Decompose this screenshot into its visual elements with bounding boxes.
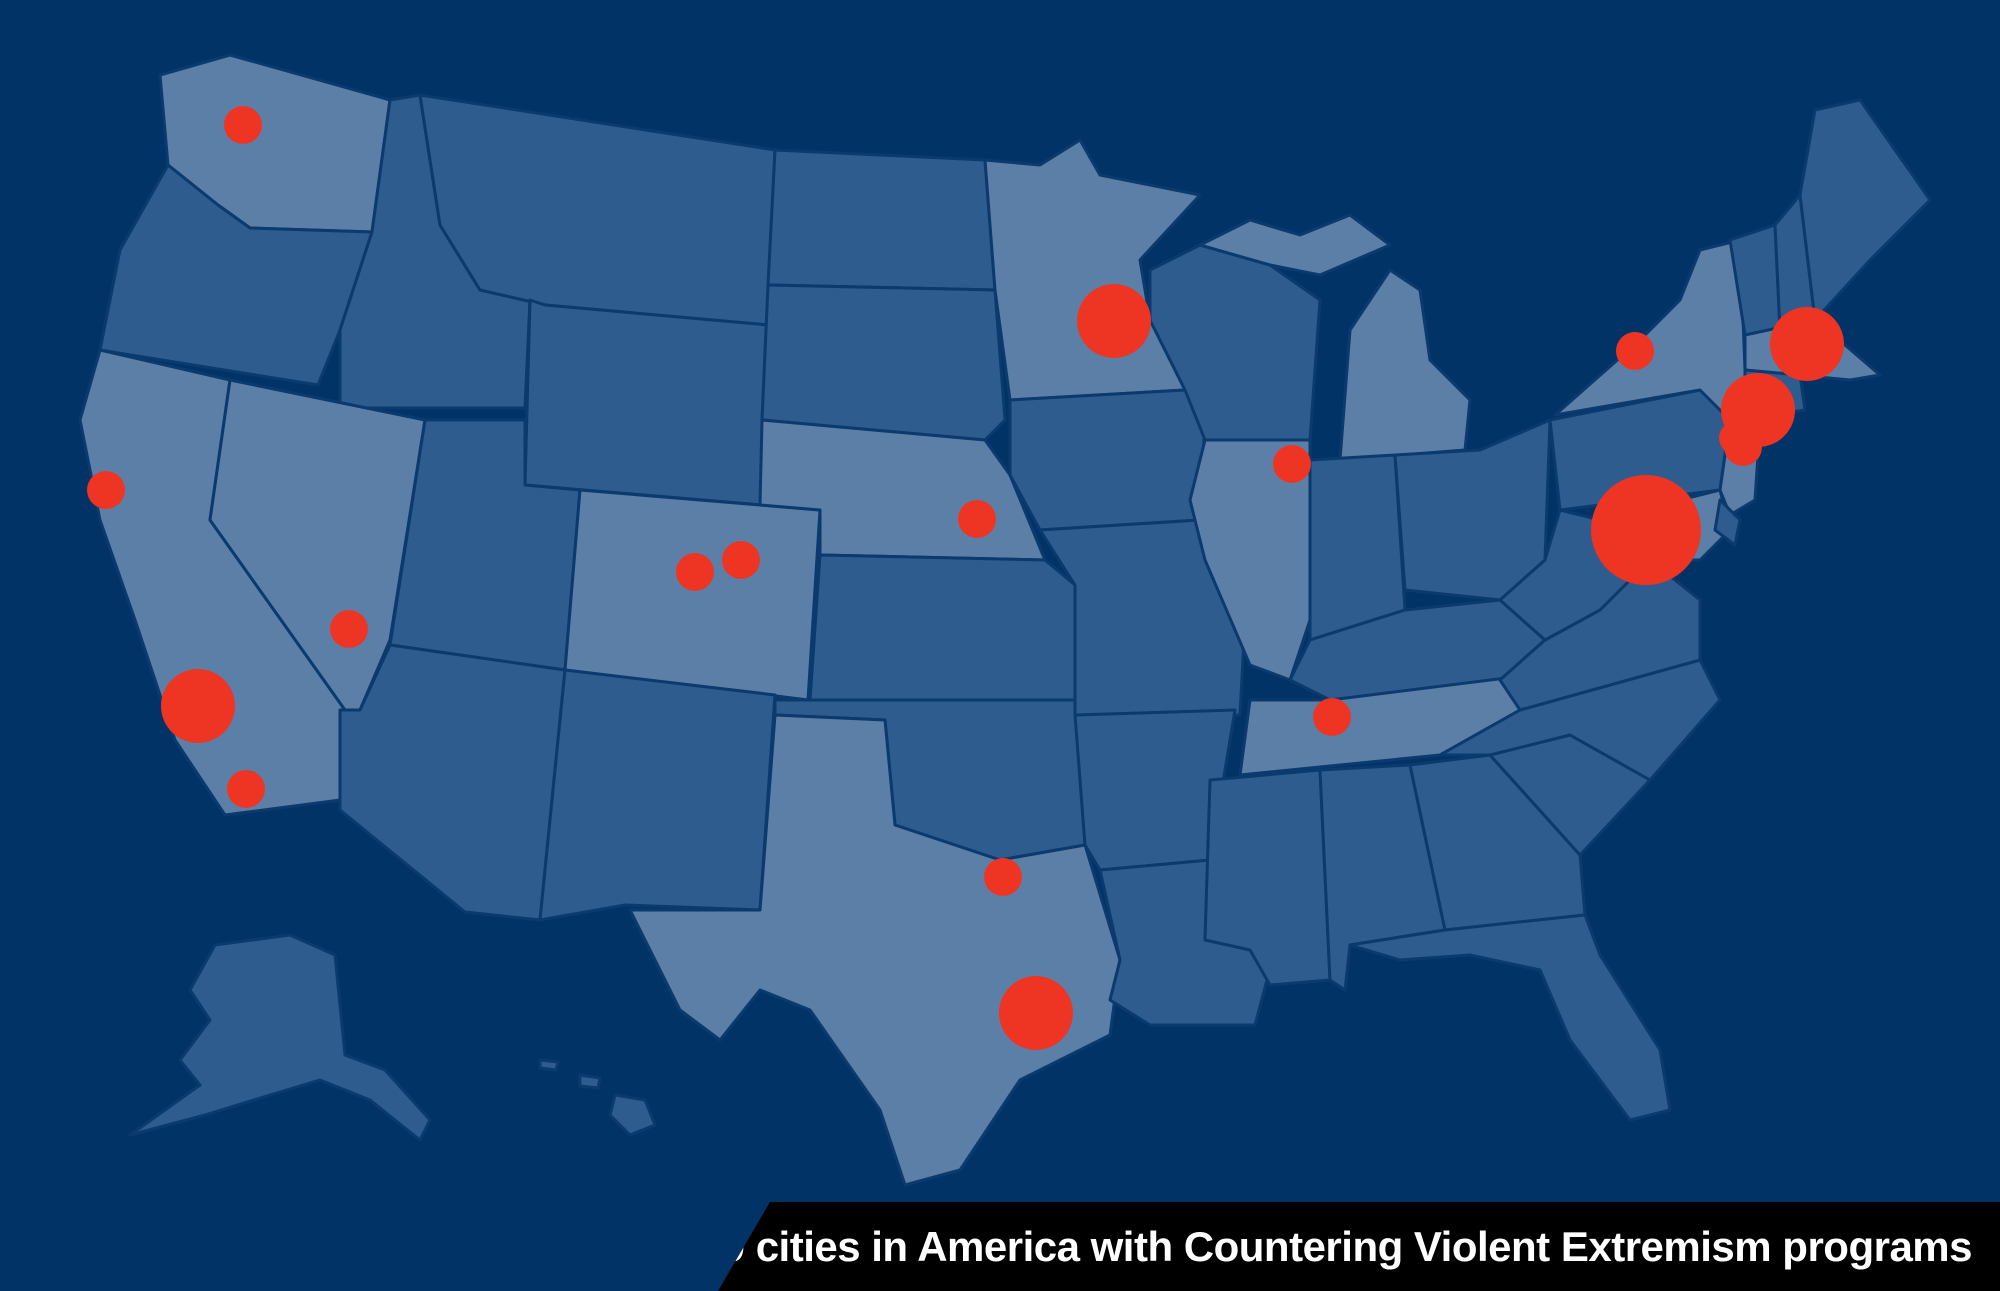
state-delaware	[1713, 498, 1742, 547]
state-georgia	[1408, 753, 1587, 932]
city-marker-denver	[722, 541, 760, 579]
state-michigan-upper	[1198, 213, 1392, 277]
city-marker-minneapolis	[1077, 284, 1151, 358]
city-marker-nashville	[1313, 698, 1351, 736]
city-marker-los-angeles	[161, 669, 235, 743]
state-new-mexico	[538, 668, 777, 922]
state-indiana	[1308, 453, 1407, 642]
caption-bar: 19 cities in America with Countering Vio…	[718, 1202, 2000, 1291]
state-arizona	[338, 643, 567, 922]
state-maine	[1798, 98, 1932, 322]
city-marker-boston	[1770, 307, 1844, 381]
city-marker-san-francisco	[87, 471, 125, 509]
state-michigan	[1338, 268, 1472, 462]
city-marker-omaha	[958, 500, 996, 538]
state-south-dakota	[760, 283, 1007, 442]
state-layer	[78, 53, 1932, 1187]
city-marker-washington-dc	[1591, 475, 1701, 585]
city-marker-colorado-springs	[676, 553, 714, 591]
city-marker-chicago	[1273, 445, 1311, 483]
state-hawaii-main	[608, 1093, 657, 1137]
state-iowa	[1008, 388, 1207, 532]
city-marker-san-diego	[227, 770, 265, 808]
state-north-dakota	[766, 148, 997, 292]
city-marker-rochester	[1616, 332, 1654, 370]
city-marker-las-vegas	[330, 610, 368, 648]
map-caption: 19 cities in America with Countering Vio…	[698, 1222, 1973, 1270]
city-marker-philadelphia	[1719, 422, 1751, 454]
city-marker-seattle	[224, 106, 262, 144]
state-florida	[1348, 913, 1672, 1122]
state-hawaii-oahu	[538, 1058, 560, 1072]
city-marker-dallas	[984, 858, 1022, 896]
city-markers	[87, 106, 1844, 1050]
state-colorado	[563, 488, 822, 702]
state-wyoming	[523, 298, 770, 507]
state-alaska	[128, 933, 432, 1142]
state-kansas	[808, 553, 1077, 702]
state-texas	[628, 713, 1122, 1187]
city-marker-houston	[999, 976, 1073, 1050]
state-hawaii-maui	[578, 1073, 602, 1090]
